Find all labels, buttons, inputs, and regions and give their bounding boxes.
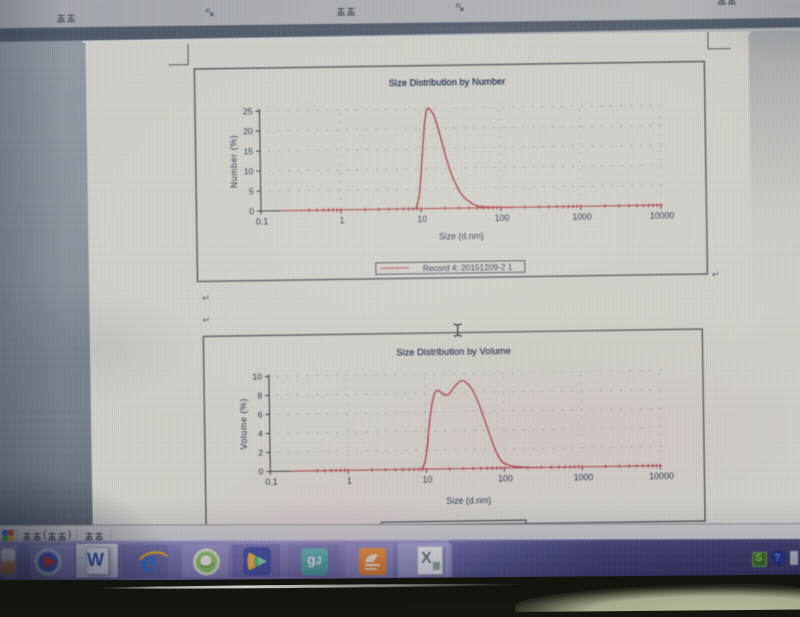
svg-text:20: 20 [243, 126, 253, 136]
svg-text:Size (d.nm): Size (d.nm) [439, 231, 484, 242]
svg-text:8: 8 [257, 391, 262, 401]
svg-text:15: 15 [243, 146, 253, 156]
svg-text:4: 4 [258, 429, 263, 439]
svg-text:5: 5 [249, 186, 254, 196]
svg-text:Number (%): Number (%) [228, 135, 239, 189]
svg-text:Volume (%): Volume (%) [238, 398, 249, 450]
svg-text:0: 0 [258, 467, 263, 477]
svg-text:1000: 1000 [572, 212, 592, 222]
svg-text:10000: 10000 [649, 471, 674, 481]
svg-text:Size Distribution by Number: Size Distribution by Number [389, 76, 506, 88]
svg-text:0: 0 [249, 206, 254, 216]
svg-text:2: 2 [258, 448, 263, 458]
svg-text:Size Distribution by Volume: Size Distribution by Volume [396, 346, 511, 358]
svg-text:0.1: 0.1 [256, 216, 268, 226]
svg-text:e: e [141, 547, 157, 577]
svg-text:6: 6 [258, 410, 263, 420]
svg-text:Size (d.nm): Size (d.nm) [446, 495, 491, 506]
svg-text:100: 100 [498, 473, 513, 483]
svg-text:100: 100 [495, 213, 510, 223]
svg-text:10: 10 [417, 214, 427, 224]
svg-text:10000: 10000 [650, 210, 675, 220]
svg-text:1: 1 [340, 215, 345, 225]
svg-text:1000: 1000 [574, 472, 594, 482]
svg-text:10: 10 [244, 166, 254, 176]
svg-text:10: 10 [252, 372, 262, 382]
svg-text:Record 4: 20151209-2 1: Record 4: 20151209-2 1 [423, 262, 513, 273]
svg-text:1: 1 [347, 476, 352, 486]
svg-text:25: 25 [243, 106, 253, 116]
svg-text:10: 10 [422, 475, 432, 485]
svg-text:0.1: 0.1 [265, 477, 277, 487]
